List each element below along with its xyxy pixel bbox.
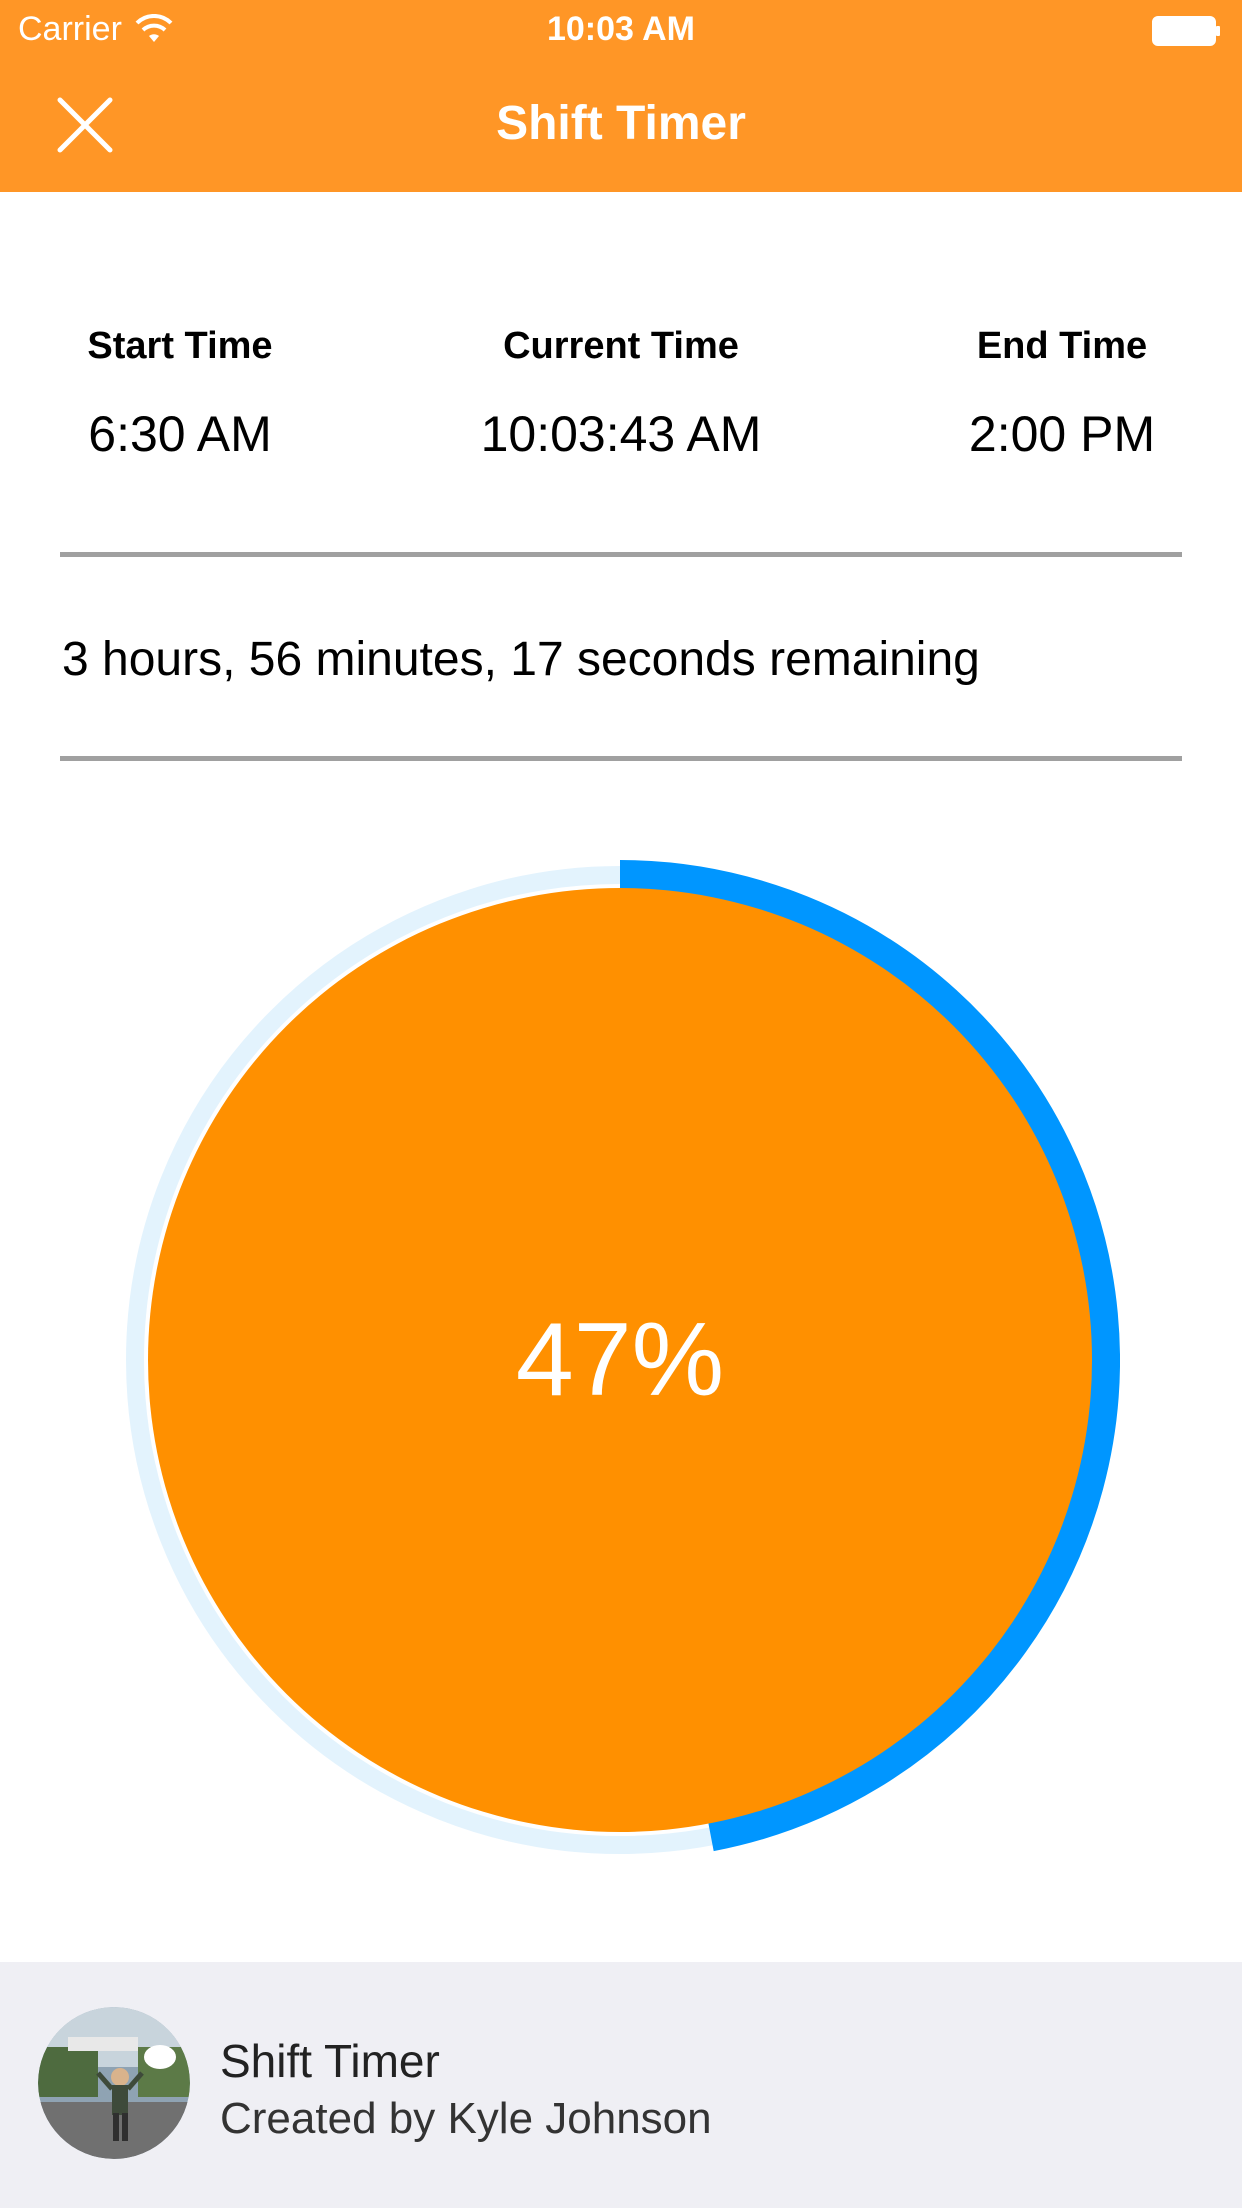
footer-author: Created by Kyle Johnson xyxy=(220,2094,712,2143)
footer-app-name: Shift Timer xyxy=(220,2035,440,2087)
current-time-value: 10:03:43 AM xyxy=(480,406,762,462)
close-icon[interactable] xyxy=(50,90,120,160)
status-time: 10:03 AM xyxy=(546,10,696,48)
progress-ring: 47% xyxy=(126,860,1120,1854)
carrier-indicator: Carrier xyxy=(18,10,174,49)
current-time-label: Current Time xyxy=(503,325,739,367)
start-time-label: Start Time xyxy=(87,325,273,367)
carrier-label: Carrier xyxy=(18,10,122,48)
current-time-block: Current Time 10:03:43 AM xyxy=(441,318,801,466)
progress-percent: 47% xyxy=(516,1302,724,1418)
end-time-block: End Time 2:00 PM xyxy=(882,318,1242,466)
status-bar: Carrier 10:03 AM xyxy=(0,0,1242,60)
end-time-label: End Time xyxy=(976,325,1148,367)
wifi-icon xyxy=(135,13,173,42)
page-title: Shift Timer xyxy=(496,97,746,150)
avatar xyxy=(38,2007,190,2159)
nav-bar: Carrier 10:03 AM Shift Timer xyxy=(0,0,1242,192)
end-time-value: 2:00 PM xyxy=(968,406,1156,462)
start-time-block: Start Time 6:30 AM xyxy=(0,318,360,466)
time-summary: Start Time 6:30 AM Current Time 10:03:43… xyxy=(0,318,1242,468)
progress-arc xyxy=(619,860,1120,1852)
remaining-text: 3 hours, 56 minutes, 17 seconds remainin… xyxy=(62,633,980,686)
start-time-value: 6:30 AM xyxy=(88,406,272,462)
divider-bottom xyxy=(60,756,1182,761)
progress-fill xyxy=(148,888,1092,1832)
divider-top xyxy=(60,552,1182,557)
battery-icon xyxy=(1152,16,1220,46)
footer-credit: Shift Timer Created by Kyle Johnson xyxy=(0,1962,1242,2208)
